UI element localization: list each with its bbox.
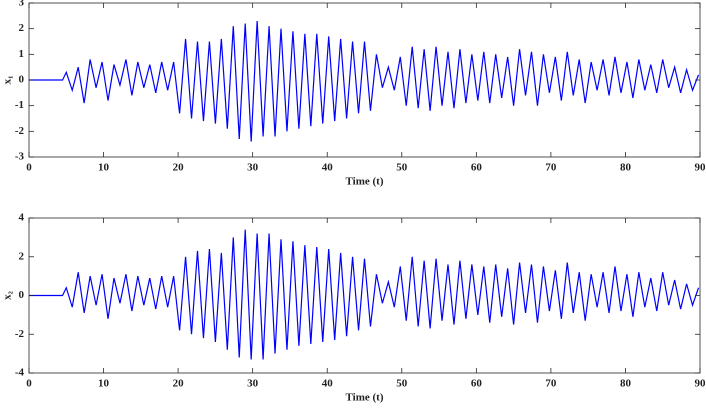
x-axis-label: Time (t) <box>346 392 384 404</box>
x-tick-label: 80 <box>620 378 632 390</box>
x-tick-label: 70 <box>545 378 557 390</box>
x-tick-label: 40 <box>322 162 334 174</box>
x-tick-label: 60 <box>471 162 483 174</box>
y-tick-label: -2 <box>15 125 25 137</box>
y-tick-label: 0 <box>19 74 25 86</box>
y-tick-label: 4 <box>19 212 25 224</box>
y-axis-label: x₁ <box>2 76 14 85</box>
y-tick-label: 3 <box>19 0 25 9</box>
y-tick-label: 1 <box>19 48 25 60</box>
x-tick-label: 70 <box>545 162 557 174</box>
y-tick-label: -1 <box>15 99 24 111</box>
x-tick-label: 0 <box>26 378 32 390</box>
x-tick-label: 40 <box>322 378 334 390</box>
x-tick-label: 80 <box>620 162 632 174</box>
x-tick-label: 20 <box>173 378 185 390</box>
subplot: 0 10 20 30 40 50 60 70 80 90 -4 -2 0 2 4 Time (t) x₂ <box>2 212 706 404</box>
x-tick-label: 30 <box>247 378 259 390</box>
x-tick-label: 20 <box>173 162 185 174</box>
y-tick-label: -4 <box>15 367 25 379</box>
x-tick-label: 50 <box>396 378 408 390</box>
y-tick-label: 2 <box>19 250 25 262</box>
y-axis-label: x₂ <box>2 290 14 300</box>
subplot: 0 10 20 30 40 50 60 70 80 90 -3 -2 -1 0 1 2 3 Time (t) x₁ <box>2 0 706 188</box>
x-tick-label: 0 <box>26 162 32 174</box>
x-tick-label: 50 <box>396 162 408 174</box>
x-axis-label: Time (t) <box>346 176 384 188</box>
x-tick-label: 10 <box>98 378 110 390</box>
x-tick-label: 10 <box>98 162 110 174</box>
y-tick-label: -2 <box>15 328 25 340</box>
x-tick-label: 90 <box>695 378 706 390</box>
y-tick-label: -3 <box>15 151 25 163</box>
x-tick-label: 30 <box>247 162 259 174</box>
x-tick-label: 90 <box>695 162 706 174</box>
x-tick-label: 60 <box>471 378 483 390</box>
y-tick-label: 2 <box>19 22 25 34</box>
y-tick-label: 0 <box>19 289 25 301</box>
